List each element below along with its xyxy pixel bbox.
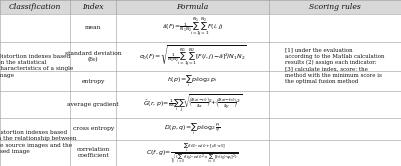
Text: [1] under the evaluation
according to the Matlab calculation
results (2) assign : [1] under the evaluation according to th… [285, 48, 385, 84]
Text: correlation
coefficient: correlation coefficient [77, 148, 110, 158]
Text: $\bar{a}(F)\!=\!\frac{1}{N_1 N_2}\!\sum_{i=1}^{N_1}\!\sum_{j=1}^{N_2}\!F(i,j)$: $\bar{a}(F)\!=\!\frac{1}{N_1 N_2}\!\sum_… [162, 17, 223, 39]
Text: Index: Index [83, 3, 104, 11]
Text: Formula: Formula [176, 3, 209, 11]
Text: $C(f,g)\!=\!\frac{\sum_i f(i_0)\!\cdot\!w(i)\!+\![d_0\!\cdot\!x_0]}{\sqrt{(\sum_: $C(f,g)\!=\!\frac{\sum_i f(i_0)\!\cdot\!… [146, 141, 239, 165]
Text: cross entropy: cross entropy [73, 126, 114, 131]
Text: standard deviation
(δ₀): standard deviation (δ₀) [65, 51, 122, 62]
Text: Distortion indexes based
on the statistical
characteristics of a single
image: Distortion indexes based on the statisti… [0, 54, 73, 78]
Text: average gradient: average gradient [67, 102, 119, 107]
Text: Classification: Classification [9, 3, 61, 11]
Text: Distortion indexes based
on the relationship between
the source images and the
f: Distortion indexes based on the relation… [0, 130, 76, 154]
Text: mean: mean [85, 25, 101, 30]
Text: entropy: entropy [81, 79, 105, 83]
Text: Scoring rules: Scoring rules [309, 3, 361, 11]
Text: $\sigma_0(F)\!=\!\sqrt{\frac{1}{N_1 N_2}\!\sum_{i=1}^{N_1}\!\sum_{j=1}^{N_2}[F(i: $\sigma_0(F)\!=\!\sqrt{\frac{1}{N_1 N_2}… [139, 44, 246, 69]
Text: $\bar{G}(r,p)\!=\!\frac{1}{KS}\!\sum_{i}\!\sum_{j}\!\sqrt{\!\left(\!\frac{\parti: $\bar{G}(r,p)\!=\!\frac{1}{KS}\!\sum_{i}… [143, 93, 242, 115]
Text: $D(p,q)\!=\!\sum_i p_i\log_2\frac{p_i}{q_i}$: $D(p,q)\!=\!\sum_i p_i\log_2\frac{p_i}{q… [164, 121, 221, 137]
Text: $h(p)\!=\!\sum_i p_i\log_2 p_i$: $h(p)\!=\!\sum_i p_i\log_2 p_i$ [167, 73, 218, 89]
Bar [0, 0, 401, 14]
